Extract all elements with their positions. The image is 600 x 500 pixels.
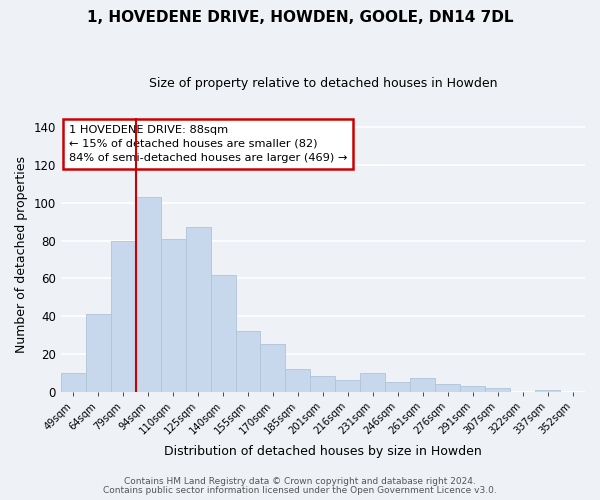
Bar — [111, 240, 136, 392]
Text: 1, HOVEDENE DRIVE, HOWDEN, GOOLE, DN14 7DL: 1, HOVEDENE DRIVE, HOWDEN, GOOLE, DN14 7… — [87, 10, 513, 25]
Bar — [385, 382, 410, 392]
Bar — [211, 274, 236, 392]
Bar — [410, 378, 435, 392]
Y-axis label: Number of detached properties: Number of detached properties — [15, 156, 28, 354]
Bar — [236, 331, 260, 392]
Title: Size of property relative to detached houses in Howden: Size of property relative to detached ho… — [149, 78, 497, 90]
Text: Contains HM Land Registry data © Crown copyright and database right 2024.: Contains HM Land Registry data © Crown c… — [124, 477, 476, 486]
Bar — [185, 228, 211, 392]
Text: 1 HOVEDENE DRIVE: 88sqm
← 15% of detached houses are smaller (82)
84% of semi-de: 1 HOVEDENE DRIVE: 88sqm ← 15% of detache… — [68, 125, 347, 163]
Bar — [86, 314, 111, 392]
Bar — [260, 344, 286, 392]
Bar — [435, 384, 460, 392]
Bar — [361, 372, 385, 392]
Bar — [535, 390, 560, 392]
Bar — [136, 198, 161, 392]
X-axis label: Distribution of detached houses by size in Howden: Distribution of detached houses by size … — [164, 444, 482, 458]
Bar — [485, 388, 510, 392]
Bar — [61, 372, 86, 392]
Bar — [335, 380, 361, 392]
Text: Contains public sector information licensed under the Open Government Licence v3: Contains public sector information licen… — [103, 486, 497, 495]
Bar — [460, 386, 485, 392]
Bar — [161, 239, 185, 392]
Bar — [310, 376, 335, 392]
Bar — [286, 369, 310, 392]
